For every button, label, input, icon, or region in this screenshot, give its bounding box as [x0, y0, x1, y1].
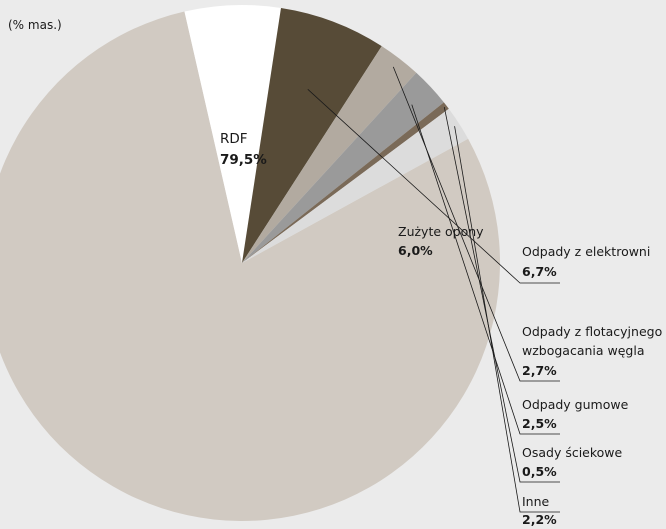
slice-odpady-z-flotacyjnego-wzbogacania-wegla [242, 46, 417, 263]
leader-line-osady-sciekowe [443, 107, 560, 483]
label-rdf-name: RDF [220, 131, 248, 147]
leader-line-odpady-z-flotacyjnego-wzbogacania-wegla [392, 66, 560, 382]
unit-label: (% mas.) [8, 18, 62, 32]
label-rdf-value: 79,5% [220, 152, 267, 168]
label-osady-sciekowe-name: Osady ściekowe [522, 445, 623, 460]
slice-osady-sciekowe [242, 102, 449, 263]
slice-odpady-z-elektrowni [242, 7, 382, 263]
label-odpady-z-elektrowni-name: Odpady z elektrowni [522, 244, 650, 259]
label-inne-name: Inne [522, 494, 550, 509]
leader-line-odpady-gumowe [411, 104, 560, 435]
slice-odpady-gumowe [242, 72, 444, 263]
slice-inne [242, 108, 469, 264]
slice-labels: RDF 79,5% Zużyte opony 6,0% Odpady z elektro… [220, 66, 662, 527]
pie-slices [0, 4, 500, 521]
label-inne-value: 2,2% [522, 512, 557, 527]
label-odpady-z-flotacyjnego-wzbogacania-wegla-value: 2,7% [522, 363, 557, 378]
label-osady-sciekowe-value: 0,5% [522, 464, 557, 479]
label-odpady-z-elektrowni-value: 6,7% [522, 264, 557, 279]
leader-line-inne [454, 126, 560, 513]
slice-rdf [0, 11, 500, 521]
label-zuzyte-opony-value: 6,0% [398, 243, 433, 258]
label-odpady-gumowe-name: Odpady gumowe [522, 397, 629, 412]
label-odpady-z-flotacyjnego-wzbogacania-wegla-name-line-2: wzbogacania węgla [522, 343, 645, 358]
label-odpady-gumowe-value: 2,5% [522, 416, 557, 431]
leader-line-odpady-z-elektrowni [307, 89, 560, 284]
slice-zuzyte-opony [184, 4, 281, 263]
label-odpady-z-flotacyjnego-wzbogacania-wegla-name-line-1: Odpady z flotacyjnego [522, 324, 662, 339]
label-zuzyte-opony-name: Zużyte opony [398, 224, 484, 239]
